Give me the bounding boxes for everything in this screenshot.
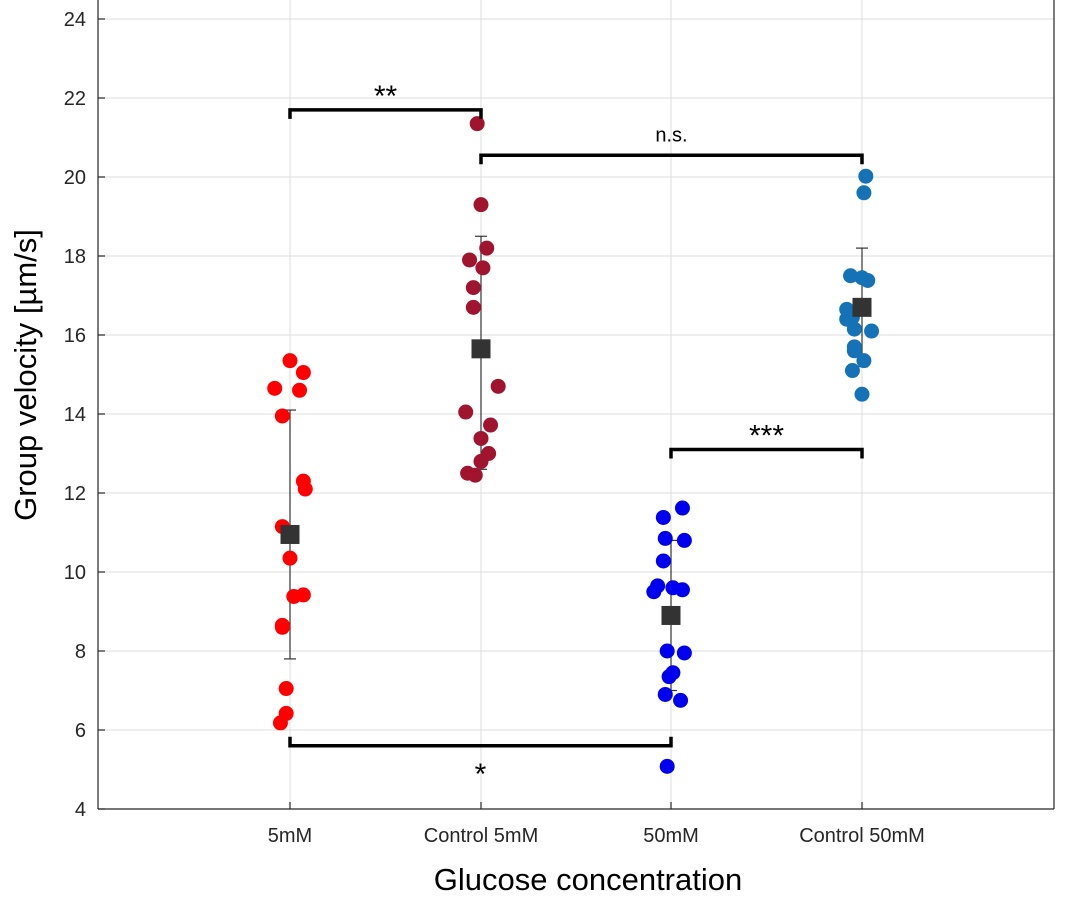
significance-label: * [475,758,487,791]
data-points [267,116,880,774]
y-tick-label: 8 [75,641,86,663]
y-tick-label: 6 [75,720,86,742]
data-point [483,417,499,433]
data-point [864,323,880,339]
grid-lines [98,0,1054,809]
data-point [655,553,671,569]
error-bars [284,235,868,692]
data-point [646,584,662,600]
x-tick-label: 5mM [268,825,312,847]
data-point [295,365,311,381]
data-point [467,467,483,483]
mean-markers [280,297,872,625]
data-point [843,268,859,284]
y-tick-label: 24 [64,9,86,31]
mean-marker [280,524,300,544]
data-point [473,430,489,446]
data-point [469,116,485,132]
data-point [462,252,478,268]
data-point [657,686,673,702]
x-axis-title: Glucose concentration [434,862,742,897]
significance-bracket [479,153,864,165]
data-point [292,382,308,398]
data-point [856,185,872,201]
data-point [278,681,294,697]
data-point [659,643,675,659]
data-point [272,715,288,731]
data-point [655,509,671,525]
data-point [860,272,876,288]
data-point [286,588,302,604]
mean-marker [661,605,681,625]
data-point [282,550,298,566]
axes: 4 6 8 10 12 14 16 18 20 22 24 5mM Control 5mM 50mM Con… [64,0,1055,847]
data-point [465,299,481,315]
y-axis-title: Group velocity [µm/s] [8,229,43,521]
data-point [274,619,290,635]
data-point [858,168,874,184]
significance-bracket [288,108,483,119]
y-tick-label: 18 [64,246,86,268]
data-point [854,386,870,402]
significance-label: *** [749,420,784,453]
data-point [274,408,290,424]
data-point [479,240,495,256]
mean-marker [852,297,872,317]
y-tick-label: 22 [64,88,86,110]
data-point [473,197,489,213]
axis-labels: Glucose concentration Group velocity [µm… [8,229,742,897]
x-tick-label: 50mM [643,825,699,847]
significance-bracket [288,736,673,748]
significance-label: ** [374,80,398,113]
data-point [490,378,506,394]
y-tick-label: 10 [64,562,86,584]
significance-bracket [669,447,864,459]
data-point [475,260,491,276]
x-tick-label: Control 5mM [424,825,538,847]
data-point [846,343,862,359]
data-point [267,380,283,396]
data-point [844,363,860,379]
y-tick-label: 12 [64,483,86,505]
data-point [676,645,692,661]
data-point [465,280,481,296]
data-point [676,532,692,548]
data-point [297,481,313,497]
significance-label: n.s. [655,124,687,146]
data-point [674,500,690,516]
y-tick-label: 16 [64,325,86,347]
significance-brackets: **n.s.**** [288,80,864,791]
mean-marker [471,339,491,359]
data-point [661,669,677,685]
data-point [674,582,690,598]
data-point [458,404,474,420]
y-tick-label: 4 [75,799,86,821]
data-point [657,530,673,546]
data-point [673,692,689,708]
data-point [473,453,489,469]
data-point [856,353,872,369]
x-tick-label: Control 50mM [799,825,925,847]
y-tick-label: 14 [64,404,86,426]
data-point [659,758,675,774]
data-point [846,321,862,337]
y-tick-label: 20 [64,167,86,189]
data-point [282,353,298,369]
